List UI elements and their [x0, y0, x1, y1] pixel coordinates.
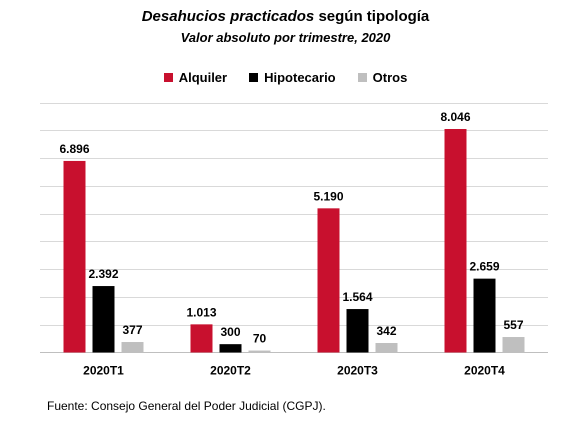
bar-otros-2020T1 — [121, 342, 144, 353]
bar-otros-2020T2 — [248, 350, 271, 353]
chart-legend: Alquiler Hipotecario Otros — [0, 70, 571, 85]
data-label-hipotecario-2020T4: 2.659 — [469, 260, 499, 274]
data-label-alquiler-2020T3: 5.190 — [313, 189, 343, 203]
chart-subtitle: Valor absoluto por trimestre, 2020 — [180, 30, 391, 45]
data-label-alquiler-2020T4: 8.046 — [440, 110, 470, 124]
bar-hipotecario-2020T2 — [219, 344, 242, 353]
data-label-hipotecario-2020T2: 300 — [220, 325, 240, 339]
bar-alquiler-2020T2 — [190, 324, 213, 353]
x-tick-label-2020T1: 2020T1 — [83, 364, 124, 378]
data-label-hipotecario-2020T3: 1.564 — [342, 290, 372, 304]
x-tick-label-2020T4: 2020T4 — [464, 364, 505, 378]
chart-title: Desahucios practicados según tipología — [0, 8, 571, 25]
bar-hipotecario-2020T1 — [92, 286, 115, 353]
source-note: Fuente: Consejo General del Poder Judici… — [47, 399, 326, 413]
x-tick-label-2020T3: 2020T3 — [337, 364, 378, 378]
legend-label-otros: Otros — [372, 70, 408, 85]
x-tick-label-2020T2: 2020T2 — [210, 364, 251, 378]
data-label-alquiler-2020T1: 6.896 — [59, 142, 89, 156]
data-label-otros-2020T3: 342 — [376, 324, 396, 338]
data-label-otros-2020T2: 70 — [253, 332, 267, 346]
bar-hipotecario-2020T3 — [346, 309, 369, 353]
data-label-hipotecario-2020T1: 2.392 — [88, 267, 118, 281]
legend-item-hipotecario: Hipotecario — [249, 70, 336, 85]
data-label-alquiler-2020T2: 1.013 — [186, 305, 216, 319]
bar-alquiler-2020T4 — [444, 129, 467, 353]
bar-hipotecario-2020T4 — [473, 278, 496, 353]
bar-otros-2020T4 — [502, 337, 525, 353]
chart-title-rest: según tipología — [314, 8, 430, 25]
legend-item-alquiler: Alquiler — [163, 70, 228, 85]
chart-title-italic: Desahucios practicados — [141, 8, 315, 25]
bar-otros-2020T3 — [375, 343, 398, 353]
data-label-otros-2020T1: 377 — [122, 323, 142, 337]
legend-swatch-alquiler — [163, 73, 173, 82]
bar-alquiler-2020T1 — [63, 160, 86, 353]
bar-alquiler-2020T3 — [317, 208, 340, 353]
legend-swatch-otros — [357, 73, 367, 82]
legend-item-otros: Otros — [357, 70, 408, 85]
legend-swatch-hipotecario — [249, 73, 259, 82]
legend-label-hipotecario: Hipotecario — [264, 70, 336, 85]
legend-label-alquiler: Alquiler — [178, 70, 228, 85]
data-label-otros-2020T4: 557 — [503, 318, 523, 332]
